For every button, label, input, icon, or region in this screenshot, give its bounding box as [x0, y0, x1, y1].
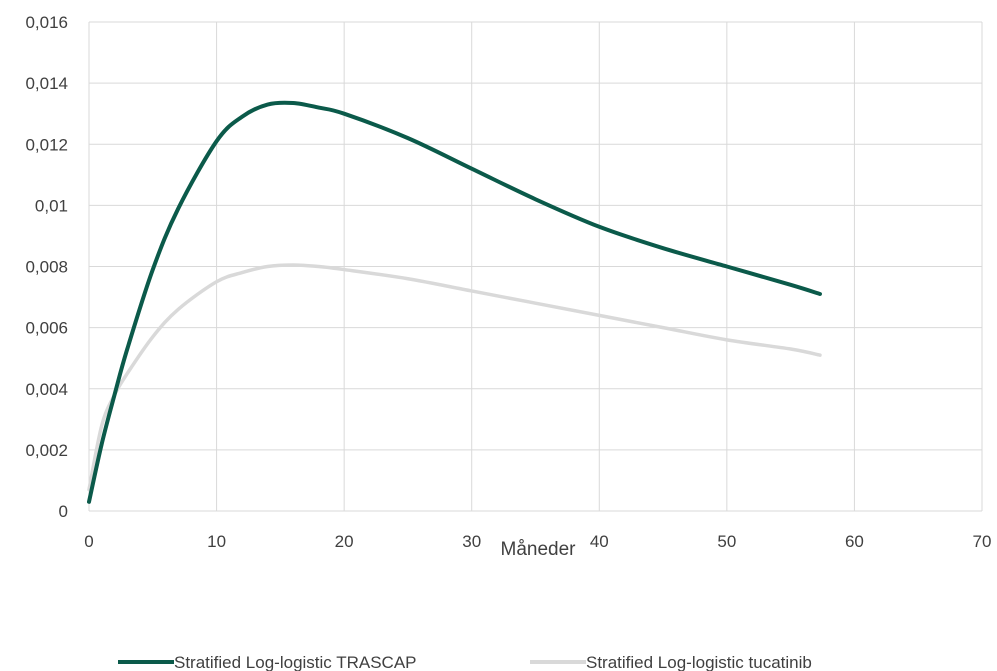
series-lines	[87, 100, 822, 504]
y-tick-label: 0,006	[25, 319, 68, 338]
x-tick-label: 10	[207, 532, 226, 551]
y-tick-label: 0,012	[25, 135, 68, 154]
legend-label-1: Stratified Log-logistic TRASCAP	[174, 653, 417, 671]
x-tick-label: 50	[717, 532, 736, 551]
y-tick-label: 0	[59, 502, 68, 521]
y-tick-label: 0,01	[35, 196, 68, 215]
x-tick-label: 70	[973, 532, 992, 551]
y-tick-label: 0,008	[25, 258, 68, 277]
y-tick-label: 0,014	[25, 74, 68, 93]
y-tick-label: 0,004	[25, 380, 68, 399]
series-line-1	[87, 100, 822, 504]
gridlines	[89, 21, 983, 511]
x-tick-label: 40	[590, 532, 609, 551]
x-tick-label: 30	[462, 532, 481, 551]
x-tick-label: 20	[335, 532, 354, 551]
x-tick-label: 60	[845, 532, 864, 551]
y-tick-label: 0,002	[25, 441, 68, 460]
x-tick-labels: 0 10 20 30 40 50 60 70	[84, 532, 991, 551]
x-axis-title: Måneder	[501, 539, 577, 560]
y-tick-labels: 0 0,002 0,004 0,006 0,008 0,01 0,012 0,014 0,016	[25, 13, 68, 521]
axes	[88, 22, 982, 512]
y-tick-label: 0,016	[25, 13, 68, 32]
legend: Stratified Log-logistic TRASCAP Stratifie…	[118, 653, 812, 671]
series-line-2	[87, 263, 822, 492]
x-tick-label: 0	[84, 532, 93, 551]
legend-label-2: Stratified Log-logistic tucatinib	[586, 653, 812, 671]
